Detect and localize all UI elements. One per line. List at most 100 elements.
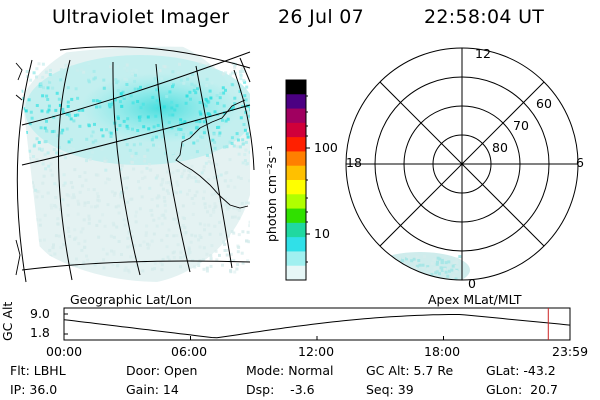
aurora-pixel: [66, 226, 70, 230]
aurora-pixel: [104, 168, 108, 172]
aurora-pixel: [91, 130, 95, 134]
aurora-pixel: [236, 138, 240, 142]
aurora-pixel: [44, 71, 48, 74]
aurora-pixel: [146, 148, 150, 152]
aurora-pixel: [41, 195, 44, 199]
polar-aurora-pixel: [398, 272, 402, 275]
aurora-pixel: [175, 234, 179, 238]
aurora-pixel: [147, 127, 151, 131]
aurora-pixel: [125, 125, 129, 129]
color-swatch: [286, 137, 306, 152]
aurora-pixel: [136, 129, 140, 132]
aurora-pixel: [122, 96, 126, 100]
aurora-pixel: [87, 78, 90, 82]
aurora-pixel: [179, 251, 183, 255]
aurora-pixel: [86, 147, 90, 151]
aurora-pixel: [192, 88, 196, 92]
aurora-pixel: [23, 257, 27, 261]
aurora-pixel: [117, 211, 121, 215]
geo-map-panel: [15, 46, 255, 283]
aurora-pixel: [94, 173, 98, 177]
polar-aurora-pixel: [410, 270, 414, 273]
aurora-pixel: [131, 127, 134, 131]
aurora-pixel: [195, 125, 199, 129]
polar-aurora-pixel: [409, 266, 413, 270]
aurora-pixel: [195, 190, 199, 194]
aurora-pixel: [109, 131, 113, 135]
aurora-pixel: [181, 143, 185, 147]
aurora-pixel: [147, 162, 151, 166]
aurora-pixel: [77, 202, 81, 206]
polar-aurora-pixel: [421, 265, 425, 269]
aurora-pixel: [127, 270, 131, 274]
aurora-pixel: [101, 247, 105, 251]
aurora-pixel: [30, 181, 34, 185]
polar-aurora-pixel: [399, 278, 403, 280]
polar-aurora-pixel: [447, 280, 450, 283]
polar-aurora-pixel: [415, 264, 419, 268]
mlat-label-60: 60: [536, 96, 552, 111]
polar-aurora-pixel: [414, 276, 418, 280]
aurora-pixel: [150, 138, 154, 142]
aurora-pixel: [50, 173, 54, 177]
aurora-pixel: [212, 210, 216, 214]
polar-aurora-pixel: [410, 259, 414, 263]
aurora-pixel: [23, 235, 27, 239]
aurora-pixel: [52, 243, 55, 247]
polar-aurora-pixel: [413, 279, 417, 280]
aurora-pixel: [241, 261, 245, 265]
aurora-pixel: [193, 265, 197, 269]
aurora-pixel: [39, 84, 43, 88]
aurora-pixel: [62, 242, 66, 246]
aurora-pixel: [154, 114, 158, 118]
polar-aurora-pixel: [455, 257, 459, 261]
aurora-pixel: [219, 232, 223, 236]
color-swatch: [286, 151, 306, 167]
polar-aurora-pixel: [443, 267, 447, 271]
aurora-pixel: [229, 252, 233, 256]
aurora-pixel: [122, 218, 126, 222]
aurora-pixel: [243, 94, 247, 98]
aurora-pixel: [66, 213, 70, 217]
polar-aurora-pixel: [403, 277, 407, 280]
aurora-pixel: [216, 174, 219, 178]
aurora-pixel: [154, 176, 158, 180]
aurora-pixel: [20, 239, 24, 243]
aurora-pixel: [141, 102, 145, 106]
aurora-pixel: [85, 148, 89, 152]
aurora-pixel: [165, 189, 169, 193]
aurora-pixel: [130, 154, 134, 158]
aurora-pixel: [68, 235, 72, 238]
aurora-pixel: [123, 77, 127, 81]
aurora-pixel: [50, 130, 54, 134]
polar-aurora-pixel: [454, 270, 458, 273]
polar-aurora-pixel: [403, 269, 407, 273]
aurora-pixel: [32, 155, 35, 158]
aurora-pixel: [88, 157, 92, 161]
aurora-pixel: [224, 71, 228, 75]
aurora-pixel: [130, 72, 134, 76]
aurora-pixel: [205, 99, 209, 103]
aurora-pixel: [29, 110, 33, 114]
polar-aurora-pixel: [398, 256, 402, 260]
aurora-pixel: [152, 125, 156, 129]
aurora-pixel: [222, 240, 225, 244]
aurora-pixel: [196, 87, 199, 91]
polar-aurora-pixel: [406, 270, 410, 274]
aurora-pixel: [45, 94, 49, 98]
aurora-pixel: [57, 146, 61, 149]
aurora-pixel: [146, 246, 150, 250]
aurora-pixel: [138, 186, 142, 190]
aurora-pixel: [85, 137, 89, 141]
aurora-pixel: [233, 66, 237, 70]
polar-aurora-pixel: [451, 264, 455, 268]
aurora-pixel: [55, 91, 59, 95]
timeline-xtick-1200: 12:00: [298, 344, 335, 359]
aurora-pixel: [181, 121, 185, 125]
polar-mlt-plot: [345, 47, 579, 283]
aurora-pixel: [74, 263, 78, 267]
aurora-pixel: [98, 105, 102, 109]
aurora-pixel: [244, 110, 248, 114]
aurora-pixel: [192, 141, 196, 145]
aurora-pixel: [44, 267, 48, 271]
